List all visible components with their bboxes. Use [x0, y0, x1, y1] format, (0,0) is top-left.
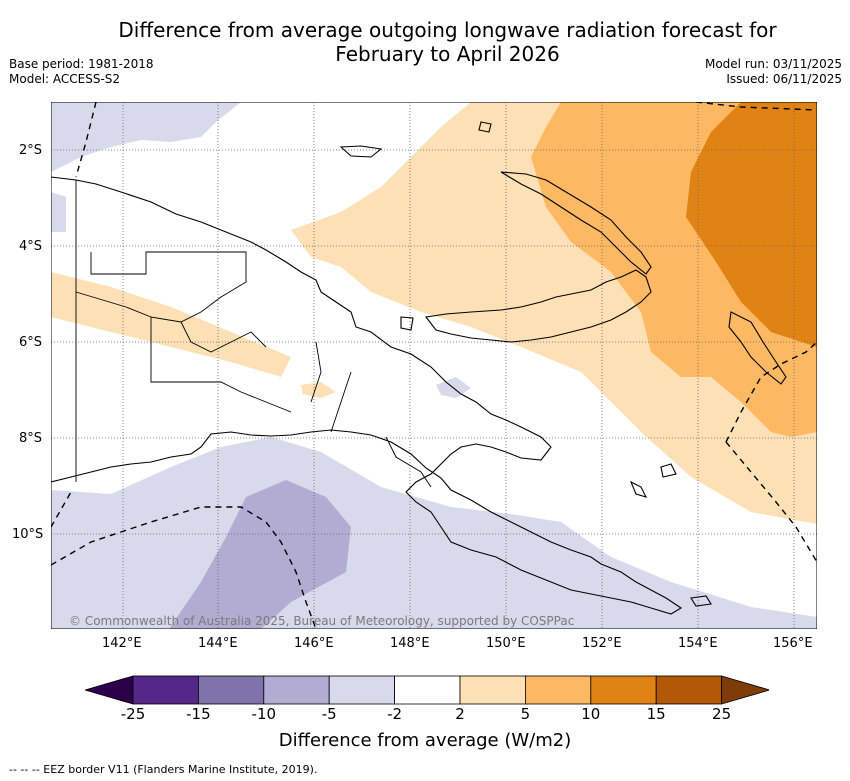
province-border-5 — [330, 371, 352, 433]
eez-border-north-west — [75, 102, 97, 178]
colorbar-tick-label: -25 — [120, 705, 146, 723]
eez-border-south-west — [51, 506, 317, 629]
colorbar-swatch-9 — [655, 675, 723, 705]
colorbar-swatch-4 — [328, 675, 395, 705]
colorbar-tick-label: 10 — [581, 705, 601, 723]
lon-label-148e: 148°E — [390, 636, 430, 651]
eez-border-north-east — [695, 102, 817, 111]
title-line-1: Difference from average outgoing longwav… — [118, 18, 777, 42]
meta-right: Model run: 03/11/2025 Issued: 06/11/2025 — [705, 57, 842, 87]
lon-label-150e: 150°E — [486, 636, 526, 651]
colorbar-swatch-6 — [459, 675, 526, 705]
province-border-3 — [180, 321, 267, 353]
colorbar-swatch-7 — [524, 675, 592, 705]
manus-coast — [339, 145, 383, 158]
graticule — [51, 102, 817, 629]
positive-anomaly-small-1 — [301, 382, 336, 398]
title-line-2: February to April 2026 — [335, 42, 560, 66]
provincial-borders — [75, 180, 432, 488]
lon-label-142e: 142°E — [102, 636, 142, 651]
colorbar-tick-label: -15 — [186, 705, 211, 723]
province-border-4 — [310, 341, 322, 403]
colorbar-swatch-3 — [263, 675, 330, 705]
negative-anomaly-left-edge — [51, 192, 66, 232]
colorbar-tick-label: 2 — [455, 705, 465, 723]
province-border-6 — [385, 436, 432, 488]
lat-label-10s: 10°S — [12, 527, 44, 542]
island-small-5 — [629, 480, 648, 498]
colorbar-extend-low — [85, 675, 134, 705]
eez-border-south-west-2 — [51, 491, 72, 528]
island-small-3 — [660, 463, 677, 478]
colorbar-swatch-5 — [394, 675, 461, 705]
colorbar-tick-label: -5 — [321, 705, 337, 723]
province-border-1 — [90, 251, 292, 413]
lon-label-144e: 144°E — [198, 636, 238, 651]
lat-label-2s: 2°S — [19, 143, 43, 158]
lat-label-8s: 8°S — [19, 431, 43, 446]
eez-border-east — [725, 341, 817, 443]
colorbar — [85, 675, 769, 705]
positive-anomaly-west-band — [51, 272, 291, 377]
lon-label-154e: 154°E — [678, 636, 718, 651]
new-britain-coast — [424, 269, 652, 343]
colorbar-swatch-8 — [590, 675, 657, 705]
lon-label-156e: 156°E — [773, 636, 813, 651]
base-period: Base period: 1981-2018 — [9, 57, 154, 71]
model-name: Model: ACCESS-S2 — [9, 72, 121, 86]
colorbar-tick-label: -2 — [387, 705, 403, 723]
map-title: Difference from average outgoing longwav… — [0, 18, 850, 66]
lon-label-146e: 146°E — [294, 636, 334, 651]
negative-anomaly-strong-south — [169, 480, 351, 629]
issued-date: Issued: 06/11/2025 — [726, 72, 842, 86]
lat-label-6s: 6°S — [19, 335, 43, 350]
colorbar-extend-high — [721, 675, 769, 705]
colorbar-swatch-2 — [198, 675, 265, 705]
colorbar-tick-label: 5 — [520, 705, 531, 723]
map-panel — [51, 102, 817, 629]
colorbar-tick-label: 25 — [712, 705, 732, 723]
map-svg — [51, 102, 817, 629]
island-small-1 — [478, 121, 492, 133]
model-run: Model run: 03/11/2025 — [704, 57, 842, 71]
colorbar-swatch-1 — [132, 675, 199, 705]
copyright-notice: © Commonwealth of Australia 2025, Bureau… — [69, 614, 575, 628]
meta-left: Base period: 1981-2018 Model: ACCESS-S2 — [9, 57, 154, 87]
coastlines — [51, 121, 787, 615]
eez-border-south-east — [725, 441, 817, 563]
island-small-2 — [400, 316, 414, 331]
province-border-2 — [75, 291, 152, 318]
lon-label-152e: 152°E — [582, 636, 622, 651]
colorbar-tick-label: 15 — [646, 705, 666, 723]
new-guinea-coast — [51, 176, 683, 615]
eez-footnote: -- -- -- EEZ border V11 (Flanders Marine… — [9, 763, 318, 776]
island-small-4 — [690, 595, 712, 607]
lat-label-4s: 4°S — [19, 239, 43, 254]
positive-anomaly-strong — [686, 102, 817, 347]
new-ireland-coast — [500, 171, 652, 275]
negative-anomaly-north-west — [51, 102, 241, 172]
colorbar-label: Difference from average (W/m2) — [278, 730, 572, 751]
bougainville-coast — [728, 311, 787, 385]
eez-borders — [51, 102, 817, 629]
colorbar-tick-label: -10 — [251, 705, 277, 723]
